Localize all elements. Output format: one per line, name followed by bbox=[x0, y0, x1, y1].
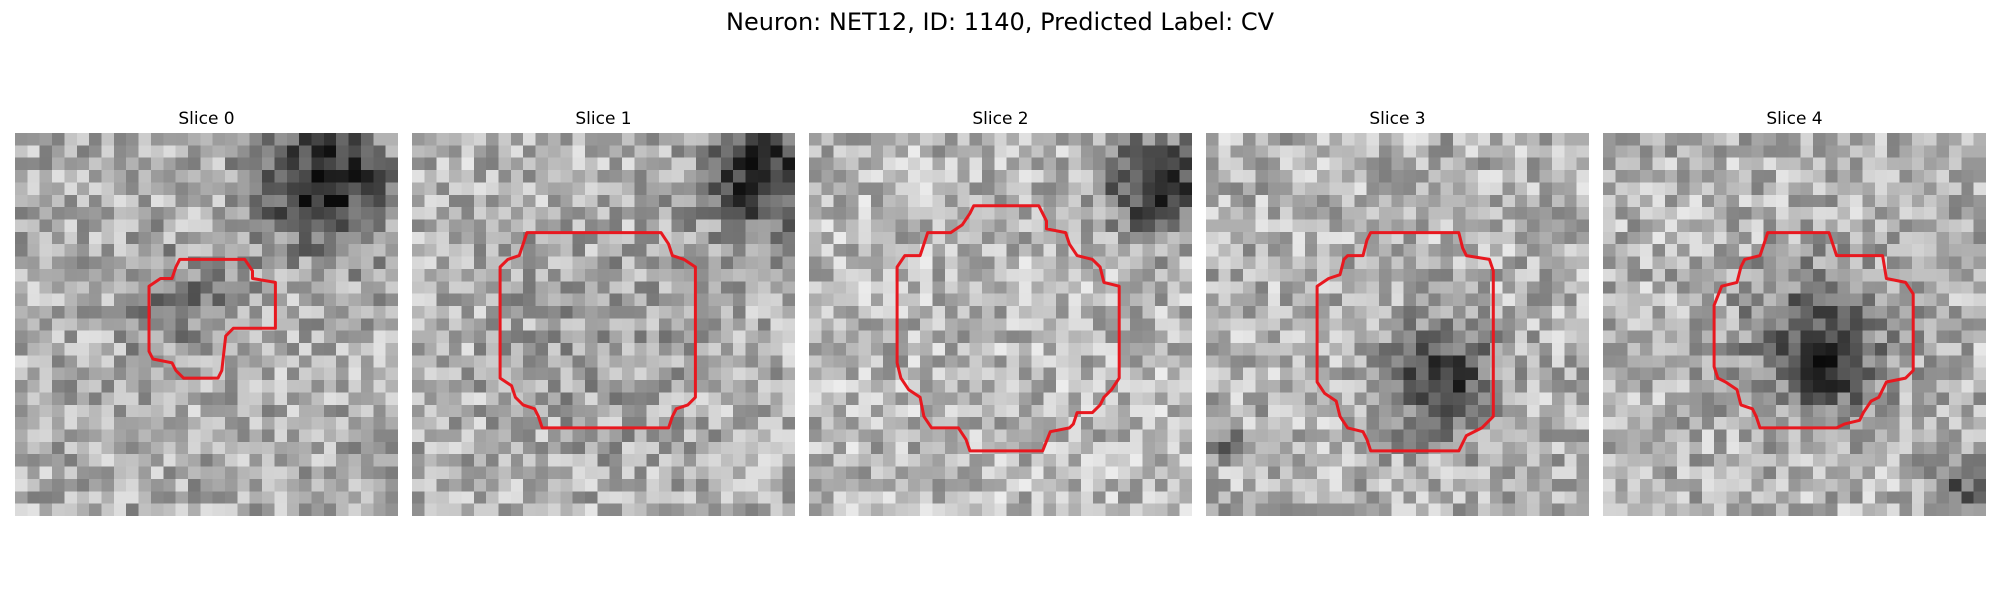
roi-contour bbox=[498, 231, 697, 430]
slice-overlay bbox=[1315, 231, 1495, 453]
roi-contour bbox=[1712, 231, 1915, 430]
slice-title: Slice 3 bbox=[1369, 109, 1426, 129]
slice-panel-0: Slice 0 bbox=[15, 108, 398, 516]
slice-title: Slice 4 bbox=[1766, 109, 1823, 129]
slice-micrograph bbox=[1603, 133, 1986, 516]
slice-panel-1: Slice 1 bbox=[412, 108, 795, 516]
roi-contour bbox=[1315, 231, 1495, 453]
roi-contour bbox=[147, 257, 277, 380]
slice-image bbox=[1206, 133, 1589, 516]
slice-micrograph bbox=[15, 133, 398, 516]
slice-overlay bbox=[147, 257, 277, 380]
slice-title: Slice 1 bbox=[575, 109, 632, 129]
slice-overlay bbox=[895, 204, 1121, 453]
roi-contour bbox=[895, 204, 1121, 453]
slice-title: Slice 2 bbox=[972, 109, 1029, 129]
slice-panel-2: Slice 2 bbox=[809, 108, 1192, 516]
slice-panel-4: Slice 4 bbox=[1603, 108, 1986, 516]
slice-image bbox=[1603, 133, 1986, 516]
slice-overlay bbox=[498, 231, 697, 430]
figure-title: Neuron: NET12, ID: 1140, Predicted Label… bbox=[726, 8, 1274, 36]
slice-image bbox=[412, 133, 795, 516]
slice-title: Slice 0 bbox=[178, 109, 235, 129]
slice-image bbox=[15, 133, 398, 516]
slice-micrograph bbox=[412, 133, 795, 516]
slice-image bbox=[809, 133, 1192, 516]
slice-panel-3: Slice 3 bbox=[1206, 108, 1589, 516]
slice-overlay bbox=[1712, 231, 1915, 430]
